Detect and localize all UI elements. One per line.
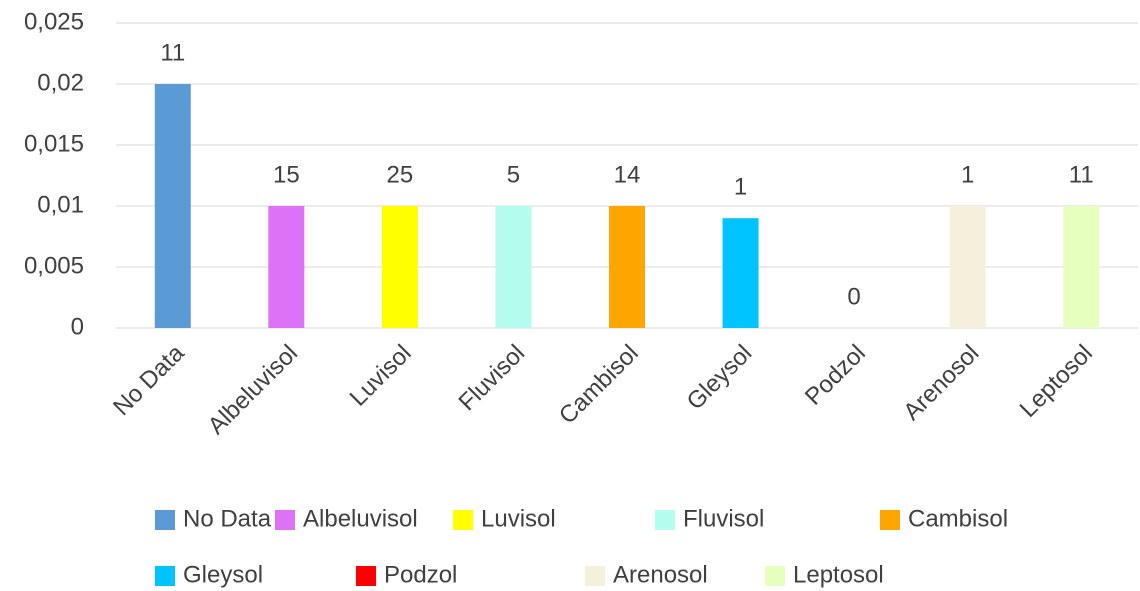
legend-label: Podzol xyxy=(384,561,457,588)
data-label: 1 xyxy=(734,174,747,201)
x-tick-label: Luvisol xyxy=(345,340,417,412)
bar xyxy=(154,84,191,328)
legend-swatch xyxy=(880,510,900,530)
legend-label: Leptosol xyxy=(793,561,884,588)
x-tick-label: Fluvisol xyxy=(454,340,531,417)
legend-swatch xyxy=(765,566,785,586)
bar xyxy=(495,206,532,328)
x-tick-label: Albeluvisol xyxy=(203,340,303,440)
data-label: 11 xyxy=(160,39,185,66)
bar xyxy=(722,218,759,328)
legend-label: Arenosol xyxy=(613,561,708,588)
legend-label: Fluvisol xyxy=(683,505,764,532)
y-tick-label: 0,005 xyxy=(24,252,84,279)
legend-label: Gleysol xyxy=(183,561,263,588)
legend-swatch xyxy=(155,510,175,530)
legend-swatch xyxy=(155,566,175,586)
bar xyxy=(1063,206,1100,328)
bar xyxy=(381,206,418,328)
bar xyxy=(609,206,645,328)
legend-swatch xyxy=(453,510,473,530)
data-label: 0 xyxy=(847,283,860,310)
data-label: 11 xyxy=(1069,161,1094,188)
x-tick-label: Leptosol xyxy=(1015,340,1098,423)
legend-label: Cambisol xyxy=(908,505,1008,532)
data-label: 15 xyxy=(273,161,300,188)
legend-label: Albeluvisol xyxy=(303,505,418,532)
x-tick-label: Gleysol xyxy=(682,340,758,416)
y-tick-label: 0 xyxy=(71,313,84,340)
legend-swatch xyxy=(356,566,376,586)
legend-label: Luvisol xyxy=(481,505,556,532)
legend-label: No Data xyxy=(183,505,272,532)
data-label: 1 xyxy=(961,161,974,188)
x-tick-label: No Data xyxy=(108,339,190,421)
x-tick-label: Podzol xyxy=(800,340,871,411)
y-tick-label: 0,01 xyxy=(37,191,84,218)
x-tick-label: Cambisol xyxy=(554,340,644,430)
data-label: 14 xyxy=(614,161,641,188)
bar xyxy=(949,206,986,328)
x-tick-label: Arenosol xyxy=(898,340,984,426)
legend-swatch xyxy=(275,510,295,530)
y-tick-label: 0,015 xyxy=(24,130,84,157)
bar xyxy=(268,206,305,328)
legend-swatch xyxy=(655,510,675,530)
legend-swatch xyxy=(585,566,605,586)
y-tick-label: 0,02 xyxy=(37,69,84,96)
y-tick-label: 0,025 xyxy=(24,8,84,35)
data-label: 5 xyxy=(507,161,520,188)
data-label: 25 xyxy=(387,161,414,188)
